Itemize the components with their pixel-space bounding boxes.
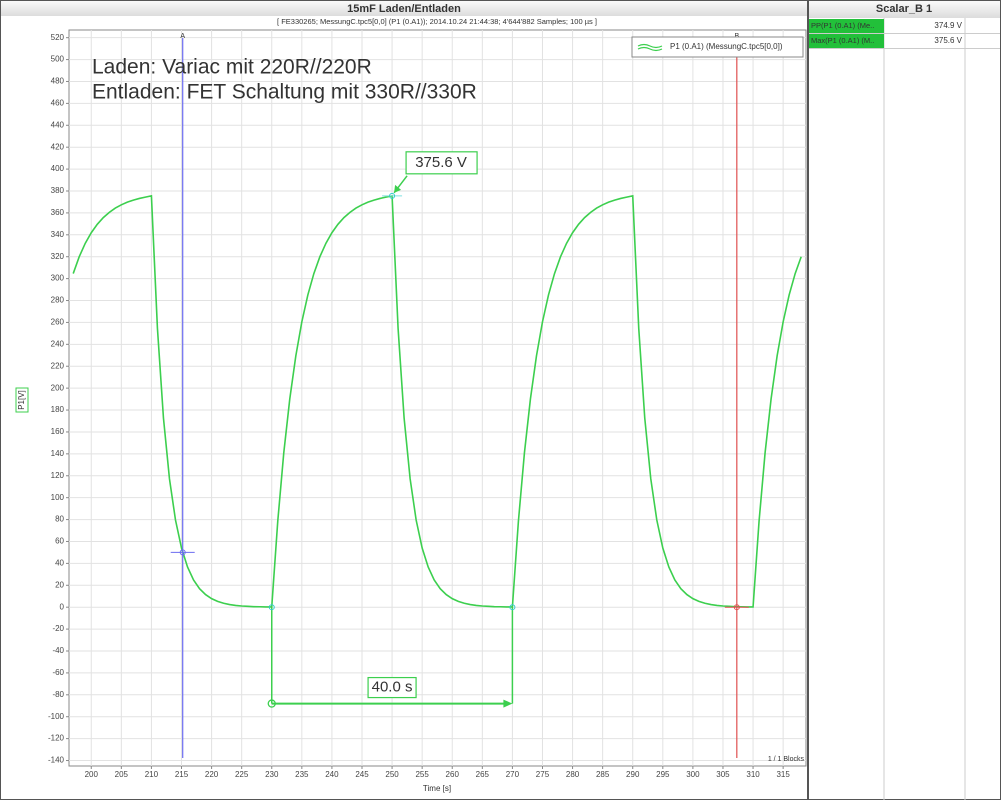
legend-box <box>631 36 804 58</box>
y-tick-label: 520 <box>51 33 65 42</box>
title-bar <box>1 1 807 16</box>
y-tick-label: 140 <box>51 449 65 458</box>
x-tick-label: 240 <box>325 770 339 779</box>
x-tick-label: 220 <box>205 770 219 779</box>
note: Entladen: FET Schaltung mit 330R//330R <box>92 81 477 104</box>
peak-arrowhead <box>394 184 402 193</box>
data-line <box>72 194 802 608</box>
y-tick-label: 500 <box>51 55 65 64</box>
y-tick-label: 460 <box>51 98 65 107</box>
cursor-point <box>733 604 740 611</box>
x-tick-label: 210 <box>145 770 159 779</box>
chart-subtitle: [ FE330265; MessungC.tpc5[0,0] (P1 (0.A1… <box>277 17 597 26</box>
x-tick-label: 260 <box>446 770 460 779</box>
chart-title: 15mF Laden/Entladen <box>347 3 461 15</box>
y-tick-label: -40 <box>52 646 64 655</box>
x-tick-label: 205 <box>115 770 129 779</box>
y-tick-label: 480 <box>51 77 65 86</box>
span-arrowhead <box>503 699 513 708</box>
panel-name: Max(P1 (0.A1) (M.. <box>811 36 874 45</box>
cursor-label: A <box>180 33 185 40</box>
x-tick-label: 310 <box>746 770 760 779</box>
span-anchor <box>509 604 516 611</box>
x-tick-label: 245 <box>355 770 369 779</box>
y-tick-label: 440 <box>51 120 65 129</box>
span-label: 40.0 s <box>372 679 413 696</box>
y-tick-label: 40 <box>55 558 64 567</box>
y-tick-label: 80 <box>55 515 64 524</box>
y-tick-label: -20 <box>52 624 64 633</box>
peak-label: 375.6 V <box>415 154 467 171</box>
footnote: 1 / 1 Blocks <box>768 756 805 763</box>
x-tick-label: 295 <box>656 770 670 779</box>
x-axis-label: Time [s] <box>423 784 451 793</box>
x-tick-label: 315 <box>776 770 790 779</box>
y-tick-label: -100 <box>48 712 65 721</box>
y-axis-label-group: P1[V] <box>15 387 29 413</box>
panel-value: 375.6 V <box>934 36 962 45</box>
span-box <box>367 676 417 699</box>
y-tick-label: 20 <box>55 580 64 589</box>
plot-area <box>68 29 807 767</box>
panel-value: 374.9 V <box>934 21 962 30</box>
y-tick-label: 120 <box>51 471 65 480</box>
span-start <box>267 699 276 708</box>
x-tick-label: 225 <box>235 770 249 779</box>
x-tick-label: 280 <box>566 770 580 779</box>
y-tick-label: 240 <box>51 339 65 348</box>
panel-title-bar <box>809 1 1000 18</box>
x-tick-label: 270 <box>506 770 520 779</box>
y-tick-label: 380 <box>51 186 65 195</box>
scalar-panel <box>808 0 1001 800</box>
x-tick-label: 305 <box>716 770 730 779</box>
x-tick-label: 290 <box>626 770 640 779</box>
y-tick-label: 100 <box>51 493 65 502</box>
x-tick-label: 215 <box>175 770 189 779</box>
y-tick-label: 220 <box>51 361 65 370</box>
x-tick-label: 300 <box>686 770 700 779</box>
y-tick-label: 360 <box>51 208 65 217</box>
peak-point <box>389 192 396 199</box>
panel-name-cell <box>809 34 884 48</box>
x-tick-label: 265 <box>476 770 490 779</box>
y-axis-label: P1[V] <box>17 390 26 410</box>
y-tick-label: 420 <box>51 142 65 151</box>
x-tick-label: 235 <box>295 770 309 779</box>
x-tick-label: 275 <box>536 770 550 779</box>
x-tick-label: 255 <box>415 770 429 779</box>
plot-layer <box>72 194 802 608</box>
legend-label: P1 (0.A1) (MessungC.tpc5[0,0]) <box>670 42 783 51</box>
y-tick-label: -120 <box>48 734 65 743</box>
peak-box <box>405 151 478 175</box>
y-tick-label: 0 <box>60 602 65 611</box>
y-axis-label-box <box>15 387 29 413</box>
x-tick-label: 200 <box>85 770 99 779</box>
y-tick-label: 280 <box>51 296 65 305</box>
y-tick-label: 260 <box>51 318 65 327</box>
note: Laden: Variac mit 220R//220R <box>92 56 372 79</box>
y-tick-label: -80 <box>52 690 64 699</box>
y-tick-label: -60 <box>52 668 64 677</box>
span-anchor <box>268 604 275 611</box>
y-tick-label: 400 <box>51 164 65 173</box>
y-tick-label: 300 <box>51 274 65 283</box>
y-tick-label: 320 <box>51 252 65 261</box>
y-tick-label: 200 <box>51 383 65 392</box>
panel-name-cell <box>809 19 884 33</box>
panel-name: PP(P1 (0.A1) (Me.. <box>811 21 874 30</box>
x-tick-label: 250 <box>385 770 399 779</box>
cursor-label: B <box>734 33 739 40</box>
legend-swatch <box>637 43 663 52</box>
panel-title: Scalar_B 1 <box>876 3 932 15</box>
y-tick-label: 60 <box>55 537 64 546</box>
x-tick-label: 230 <box>265 770 279 779</box>
y-tick-label: 160 <box>51 427 65 436</box>
cursor-point <box>179 549 186 556</box>
y-tick-label: -140 <box>48 756 65 765</box>
y-tick-label: 340 <box>51 230 65 239</box>
y-tick-label: 180 <box>51 405 65 414</box>
x-tick-label: 285 <box>596 770 610 779</box>
